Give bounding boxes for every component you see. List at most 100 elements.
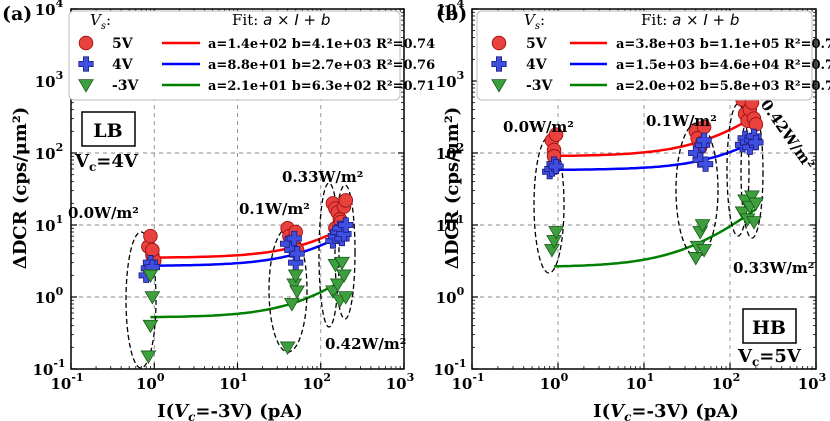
y-tick-exponent: -1 (53, 357, 65, 370)
y-tick-exponent: -1 (454, 357, 466, 370)
x-tick-label: 10-1 (50, 371, 83, 393)
data-point-4V (548, 158, 564, 175)
x-tick-label: 102 (302, 371, 331, 393)
b-ellipse-033w (740, 105, 764, 239)
x-tick-label: 101 (219, 371, 248, 393)
data-point--3V (329, 278, 346, 292)
data-point-4V (697, 156, 714, 172)
fit-line-5V (150, 225, 347, 259)
legend-marker-4V (491, 56, 507, 72)
a-ellipse-033w (318, 182, 340, 328)
data-point-4V (286, 230, 302, 247)
y-tick-exponent: 2 (457, 141, 465, 154)
legend-fit-label-5V: a=3.8e+03 b=1.1e+05 R²=0.74 (616, 37, 830, 52)
y-tick-label: 102 (35, 141, 64, 163)
panel-a-legend-rows: 5V a=1.4e+02 b=4.1e+03 R²=0.74 4V a=8.8e+01… (78, 35, 435, 94)
panel-b-legend: Vs: Fit: a × I + b 5V a=3.8e+03 b=1.1e+05… (476, 10, 830, 101)
y-tick-exponent: 2 (56, 141, 64, 154)
x-tick-label: 100 (136, 371, 165, 393)
b-fit-title: Fit: a × I + b (641, 11, 739, 29)
legend-fit-label-4V: a=1.5e+03 b=4.6e+04 R²=0.78 (616, 58, 830, 73)
data-point-5V (145, 242, 160, 258)
y-tick-exponent: 4 (56, 0, 64, 10)
y-tick-label: 104 (35, 0, 64, 19)
data-point--3V (334, 256, 350, 271)
panel-b-legend-rows: 5V a=3.8e+03 b=1.1e+05 R²=0.74 4V a=1.5e+03… (491, 35, 830, 94)
legend-marker--3V (491, 79, 507, 93)
data-point-4V (696, 132, 712, 148)
x-tick-label: 101 (626, 371, 655, 393)
data-point--3V (142, 269, 159, 283)
legend-fit-label--3V: a=2.0e+02 b=5.8e+03 R²=0.71 (616, 79, 830, 94)
data-point--3V (747, 197, 764, 211)
legend-marker--3V (78, 79, 94, 93)
b-annotation-033w: 0.33W/m² (733, 259, 814, 277)
panel-b-fit-lines (554, 114, 757, 268)
fit-line-5V (554, 114, 757, 158)
data-point--3V (687, 252, 704, 266)
x-tick-exponent: 1 (647, 371, 655, 384)
legend-label-4V: 4V (526, 57, 548, 73)
data-point-4V (748, 134, 764, 151)
data-point--3V (287, 269, 304, 283)
legend-fit-label-5V: a=1.4e+02 b=4.1e+03 R²=0.74 (208, 37, 435, 52)
legend-label--3V: -3V (112, 78, 140, 94)
panel-b-data-points (542, 92, 764, 266)
a-ellipse-0w (125, 231, 157, 369)
b-region-label: HB (752, 317, 786, 339)
data-point--3V (337, 291, 354, 305)
legend-label-5V: 5V (112, 36, 134, 52)
panel-b-tag: (b) (436, 3, 467, 25)
legend-marker-5V (78, 35, 94, 51)
x-tick-exponent: 1 (240, 371, 248, 384)
a-annotation-01w: 0.1W/m² (239, 200, 310, 218)
x-tick-exponent: 2 (733, 371, 741, 384)
y-tick-exponent: 0 (457, 285, 465, 298)
a-region-box (81, 111, 136, 147)
x-tick-label: 103 (798, 371, 827, 393)
legend-label-4V: 4V (112, 57, 134, 73)
y-tick-exponent: 1 (56, 213, 64, 226)
y-tick-label: 101 (35, 213, 64, 235)
data-point--3V (140, 350, 157, 364)
data-point--3V (544, 244, 560, 258)
fit-line--3V (554, 208, 757, 268)
data-point--3V (548, 226, 564, 240)
fit-line-4V (150, 232, 347, 267)
data-point--3V (144, 291, 161, 305)
data-point--3V (289, 285, 306, 299)
data-point--3V (283, 298, 300, 312)
legend-fit-label-4V: a=8.8e+01 b=2.7e+03 R²=0.76 (208, 58, 435, 73)
y-tick-label: 100 (436, 285, 465, 307)
a-legend-title: Vs: (90, 11, 111, 32)
y-tick-exponent: 0 (56, 285, 64, 298)
a-fit-title: Fit: a × I + b (232, 11, 330, 29)
x-tick-exponent: 3 (819, 371, 827, 384)
x-tick-label: 100 (540, 371, 569, 393)
y-tick-exponent: 3 (56, 69, 64, 82)
x-tick-exponent: -1 (472, 371, 484, 384)
y-tick-exponent: 4 (457, 0, 465, 10)
x-tick-exponent: 3 (407, 371, 415, 384)
data-point--3V (694, 219, 711, 233)
panel-a: (a) ΔDCR (cps/μm²) I(Vc=-3V) (pA) 10-1 10… (2, 0, 435, 421)
b-annotation-01w: 0.1W/m² (646, 112, 717, 130)
y-tick-exponent: 1 (457, 213, 465, 226)
legend-marker-5V (491, 35, 507, 51)
legend-label-5V: 5V (526, 36, 548, 52)
x-tick-exponent: 0 (157, 371, 165, 384)
a-ellipse-042w (334, 184, 356, 320)
a-annotation-033w: 0.33W/m² (282, 168, 363, 186)
y-tick-label: 103 (35, 69, 64, 91)
b-annotation-042w: 0.42W/m² (757, 96, 818, 173)
panel-a-legend: Vs: Fit: a × I + b 5V a=1.4e+02 b=4.1e+03… (68, 10, 435, 101)
data-point--3V (734, 206, 751, 220)
y-tick-exponent: 3 (457, 69, 465, 82)
panel-b: (b) ΔDCR (cps/μm²) I(Vc=-3V) (pA) 10-1 10… (433, 0, 830, 421)
legend-marker-4V (78, 56, 94, 72)
panel-a-ylabel: ΔDCR (cps/μm²) (10, 107, 31, 270)
y-tick-label: 103 (436, 69, 465, 91)
panel-b-ylabel: ΔDCR (cps/μm²) (442, 107, 463, 270)
data-point--3V (336, 269, 352, 283)
